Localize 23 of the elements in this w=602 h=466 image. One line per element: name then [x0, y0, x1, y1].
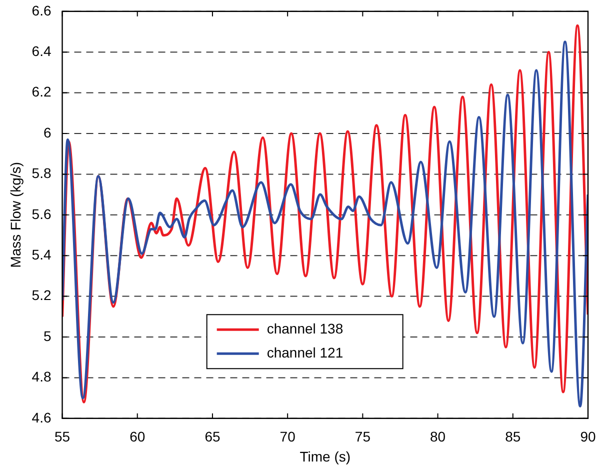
y-tick-label: 6 — [43, 124, 52, 140]
y-tick-label: 4.8 — [32, 368, 52, 385]
x-tick-label: 60 — [130, 428, 146, 445]
x-axis-title: Time (s) — [300, 448, 351, 464]
y-tick-label: 5 — [43, 328, 52, 344]
y-tick-label: 5.8 — [32, 165, 52, 182]
y-axis-title: Mass Flow (kg/s) — [7, 162, 24, 268]
legend-label: channel 138 — [266, 320, 344, 336]
y-tick-label: 5.6 — [32, 206, 52, 222]
x-tick-label: 75 — [354, 428, 371, 445]
x-tick-label: 55 — [54, 428, 70, 445]
x-tick-label: 90 — [580, 428, 596, 445]
y-tick-label: 6.4 — [32, 42, 52, 59]
x-tick-label: 85 — [505, 428, 521, 445]
x-tick-label: 70 — [280, 428, 296, 445]
x-tick-label: 80 — [430, 428, 446, 445]
y-tick-label: 5.4 — [32, 246, 52, 262]
legend-label: channel 121 — [266, 344, 344, 360]
y-tick-label: 6.2 — [32, 84, 52, 100]
y-tick-label: 6.6 — [32, 2, 52, 18]
y-tick-label: 4.6 — [32, 409, 52, 426]
x-tick-label: 65 — [204, 428, 220, 445]
y-tick-label: 5.2 — [32, 287, 52, 304]
